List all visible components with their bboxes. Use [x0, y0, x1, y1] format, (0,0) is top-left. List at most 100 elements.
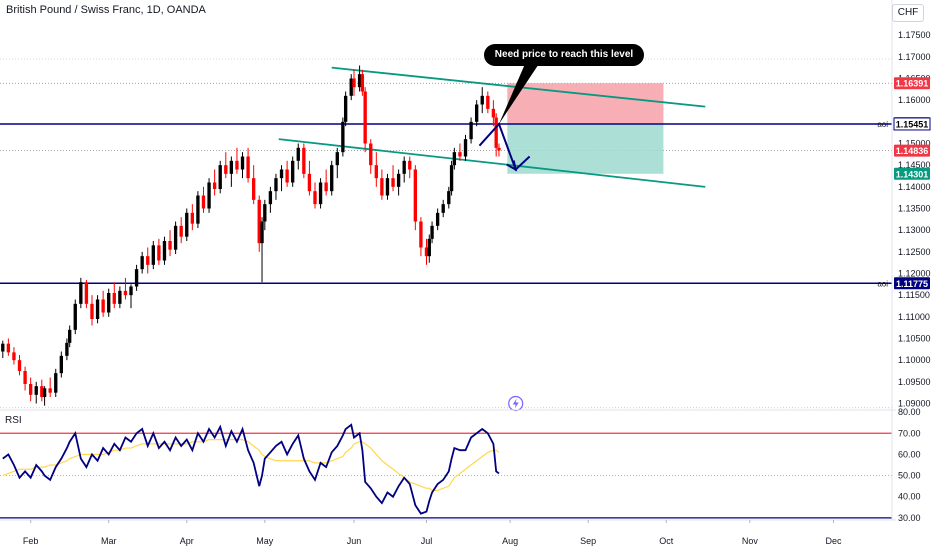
rsi-tick-label: 70.00 — [898, 428, 921, 438]
time-tick-label: Sep — [580, 536, 596, 546]
channel-line — [278, 138, 706, 188]
time-tick-label: Apr — [180, 536, 194, 546]
candle — [408, 156, 412, 179]
candle — [17, 354, 22, 376]
callout-pointer — [498, 46, 551, 124]
price-tag-text: 1.14301 — [896, 169, 929, 179]
candle — [486, 91, 490, 114]
price-tick-label: 1.10500 — [898, 334, 931, 344]
candle — [413, 165, 418, 231]
price-tag — [894, 167, 930, 180]
candle — [343, 91, 348, 127]
rsi-line — [2, 423, 500, 515]
candle — [469, 117, 473, 144]
rsi-title: RSI — [5, 415, 22, 426]
candle — [196, 191, 200, 228]
rsi-tick-label: 80.00 — [898, 407, 921, 417]
time-tick-label: Mar — [101, 536, 117, 546]
candle — [6, 338, 11, 356]
candle — [291, 156, 295, 187]
price-tag-text: 1.14836 — [896, 146, 929, 156]
candle — [73, 299, 77, 335]
price-tick-label: 1.13000 — [898, 225, 931, 235]
candle — [330, 160, 334, 196]
rsi-tick-label: 30.00 — [898, 513, 921, 523]
candle — [112, 282, 116, 309]
candle — [307, 160, 312, 196]
price-tick-label: 1.15000 — [898, 139, 931, 149]
candle — [441, 199, 445, 218]
candle — [212, 169, 217, 196]
candle — [168, 230, 172, 257]
candle — [240, 152, 245, 179]
candle — [201, 186, 206, 213]
candle — [419, 217, 423, 257]
candle — [324, 169, 328, 196]
price-tick-label: 1.16000 — [898, 95, 931, 105]
candle — [34, 381, 38, 404]
time-tick-label: Aug — [502, 536, 518, 546]
price-tick-label: 1.14000 — [898, 182, 931, 192]
candle — [430, 221, 434, 244]
stop-loss-zone — [507, 83, 664, 124]
candle — [363, 87, 367, 153]
candle — [190, 204, 195, 231]
candle — [374, 152, 378, 187]
currency-selector[interactable]: CHF — [892, 4, 924, 22]
arrow-head — [506, 160, 518, 172]
rsi-pane[interactable] — [0, 423, 892, 519]
candle — [42, 386, 47, 406]
candle — [279, 165, 284, 192]
aoi-tag-text: 1.15451 — [896, 119, 929, 129]
candle — [380, 169, 384, 200]
candle — [257, 195, 261, 252]
candle — [107, 288, 111, 317]
candle — [474, 100, 479, 127]
candle — [296, 143, 300, 170]
rsi-tick-label: 50.00 — [898, 471, 921, 481]
candle — [424, 238, 429, 265]
price-tick-label: 1.13500 — [898, 204, 931, 214]
candle — [12, 347, 16, 365]
price-tick-label: 1.09000 — [898, 399, 931, 409]
price-pane[interactable]: aoi aoi — [0, 46, 892, 412]
candle — [352, 69, 356, 96]
candle — [302, 143, 306, 179]
candle — [146, 247, 150, 274]
candle — [396, 169, 401, 196]
candle — [360, 69, 365, 96]
candle — [140, 251, 144, 274]
candle — [274, 173, 278, 200]
price-tick-label: 1.10000 — [898, 355, 931, 365]
price-tick-label: 1.14500 — [898, 160, 931, 170]
price-tag — [894, 144, 930, 157]
candle — [185, 208, 189, 241]
candle — [318, 178, 323, 209]
price-tag-text: 1.16391 — [896, 79, 929, 89]
candle — [427, 234, 431, 263]
candle — [218, 160, 222, 194]
candle — [260, 217, 264, 283]
aoi-label: aoi — [877, 279, 888, 288]
candle — [449, 160, 454, 196]
candle — [480, 87, 484, 114]
candle — [28, 377, 33, 402]
candle — [313, 182, 317, 209]
take-profit-zone — [507, 123, 664, 174]
time-tick-label: Feb — [23, 536, 39, 546]
candle — [263, 199, 267, 231]
time-tick-label: Dec — [825, 536, 842, 546]
candle — [162, 236, 167, 265]
chart-title: British Pound / Swiss Franc, 1D, OANDA — [6, 4, 206, 16]
candle — [251, 165, 256, 205]
candle — [40, 379, 44, 402]
price-tick-label: 1.12000 — [898, 269, 931, 279]
candle — [84, 280, 89, 309]
candle — [123, 277, 128, 300]
candle — [229, 156, 234, 187]
candle — [402, 156, 406, 183]
rsi-tick-label: 40.00 — [898, 492, 921, 502]
time-tick-label: Jul — [421, 536, 433, 546]
